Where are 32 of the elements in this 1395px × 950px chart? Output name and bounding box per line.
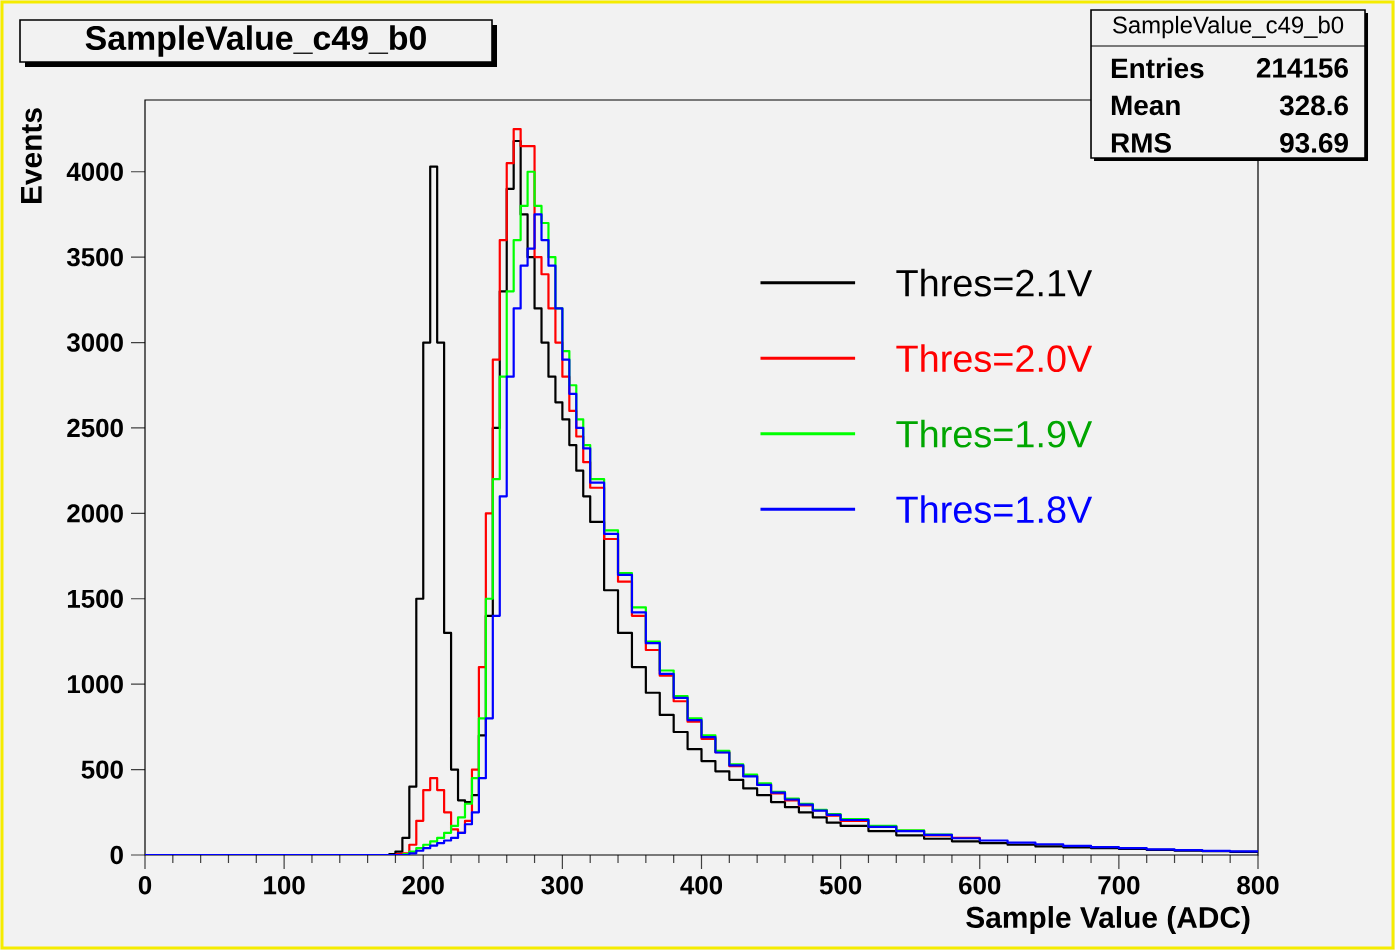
legend-label: Thres=1.8V xyxy=(896,495,1093,524)
y-tick-label: 1500 xyxy=(67,589,123,608)
y-tick-label: 0 xyxy=(110,845,123,865)
legend-label: Thres=2.0V xyxy=(896,344,1093,373)
x-tick-label: 200 xyxy=(402,876,444,895)
y-tick-label: 4000 xyxy=(66,162,123,181)
chart-title: SampleValue_c49_b0 xyxy=(85,25,426,57)
x-tick-label: 700 xyxy=(1098,876,1140,895)
y-tick-label: 500 xyxy=(81,760,123,779)
y-tick-label: 3500 xyxy=(66,247,123,267)
x-tick-label: 600 xyxy=(959,876,1001,895)
y-tick-label: 1000 xyxy=(67,675,123,694)
text: 93.69 xyxy=(1280,133,1348,153)
x-tick-label: 100 xyxy=(264,876,305,895)
legend-label: Thres=2.1V xyxy=(896,268,1093,297)
y-tick-label: 3000 xyxy=(66,333,123,352)
x-tick-label: 500 xyxy=(819,876,862,895)
x-tick-label: 0 xyxy=(138,876,152,895)
text: 214156 xyxy=(1256,58,1348,78)
x-tick-label: 300 xyxy=(541,876,583,895)
y-axis-title: Events xyxy=(21,108,42,204)
text: SampleValue_c49_b0 xyxy=(1113,15,1344,39)
text: 328.6 xyxy=(1279,95,1348,116)
x-tick-label: 800 xyxy=(1237,876,1279,895)
legend-label: Thres=1.9V xyxy=(896,419,1093,448)
x-tick-label: 400 xyxy=(680,876,723,895)
x-axis-title: Sample Value (ADC) xyxy=(966,906,1250,934)
annotation: RMS xyxy=(1111,133,1171,153)
annotation: Mean xyxy=(1111,95,1180,116)
y-tick-label: 2000 xyxy=(67,504,123,523)
text: Entries xyxy=(1111,57,1204,79)
y-tick-label: 2500 xyxy=(67,418,123,438)
